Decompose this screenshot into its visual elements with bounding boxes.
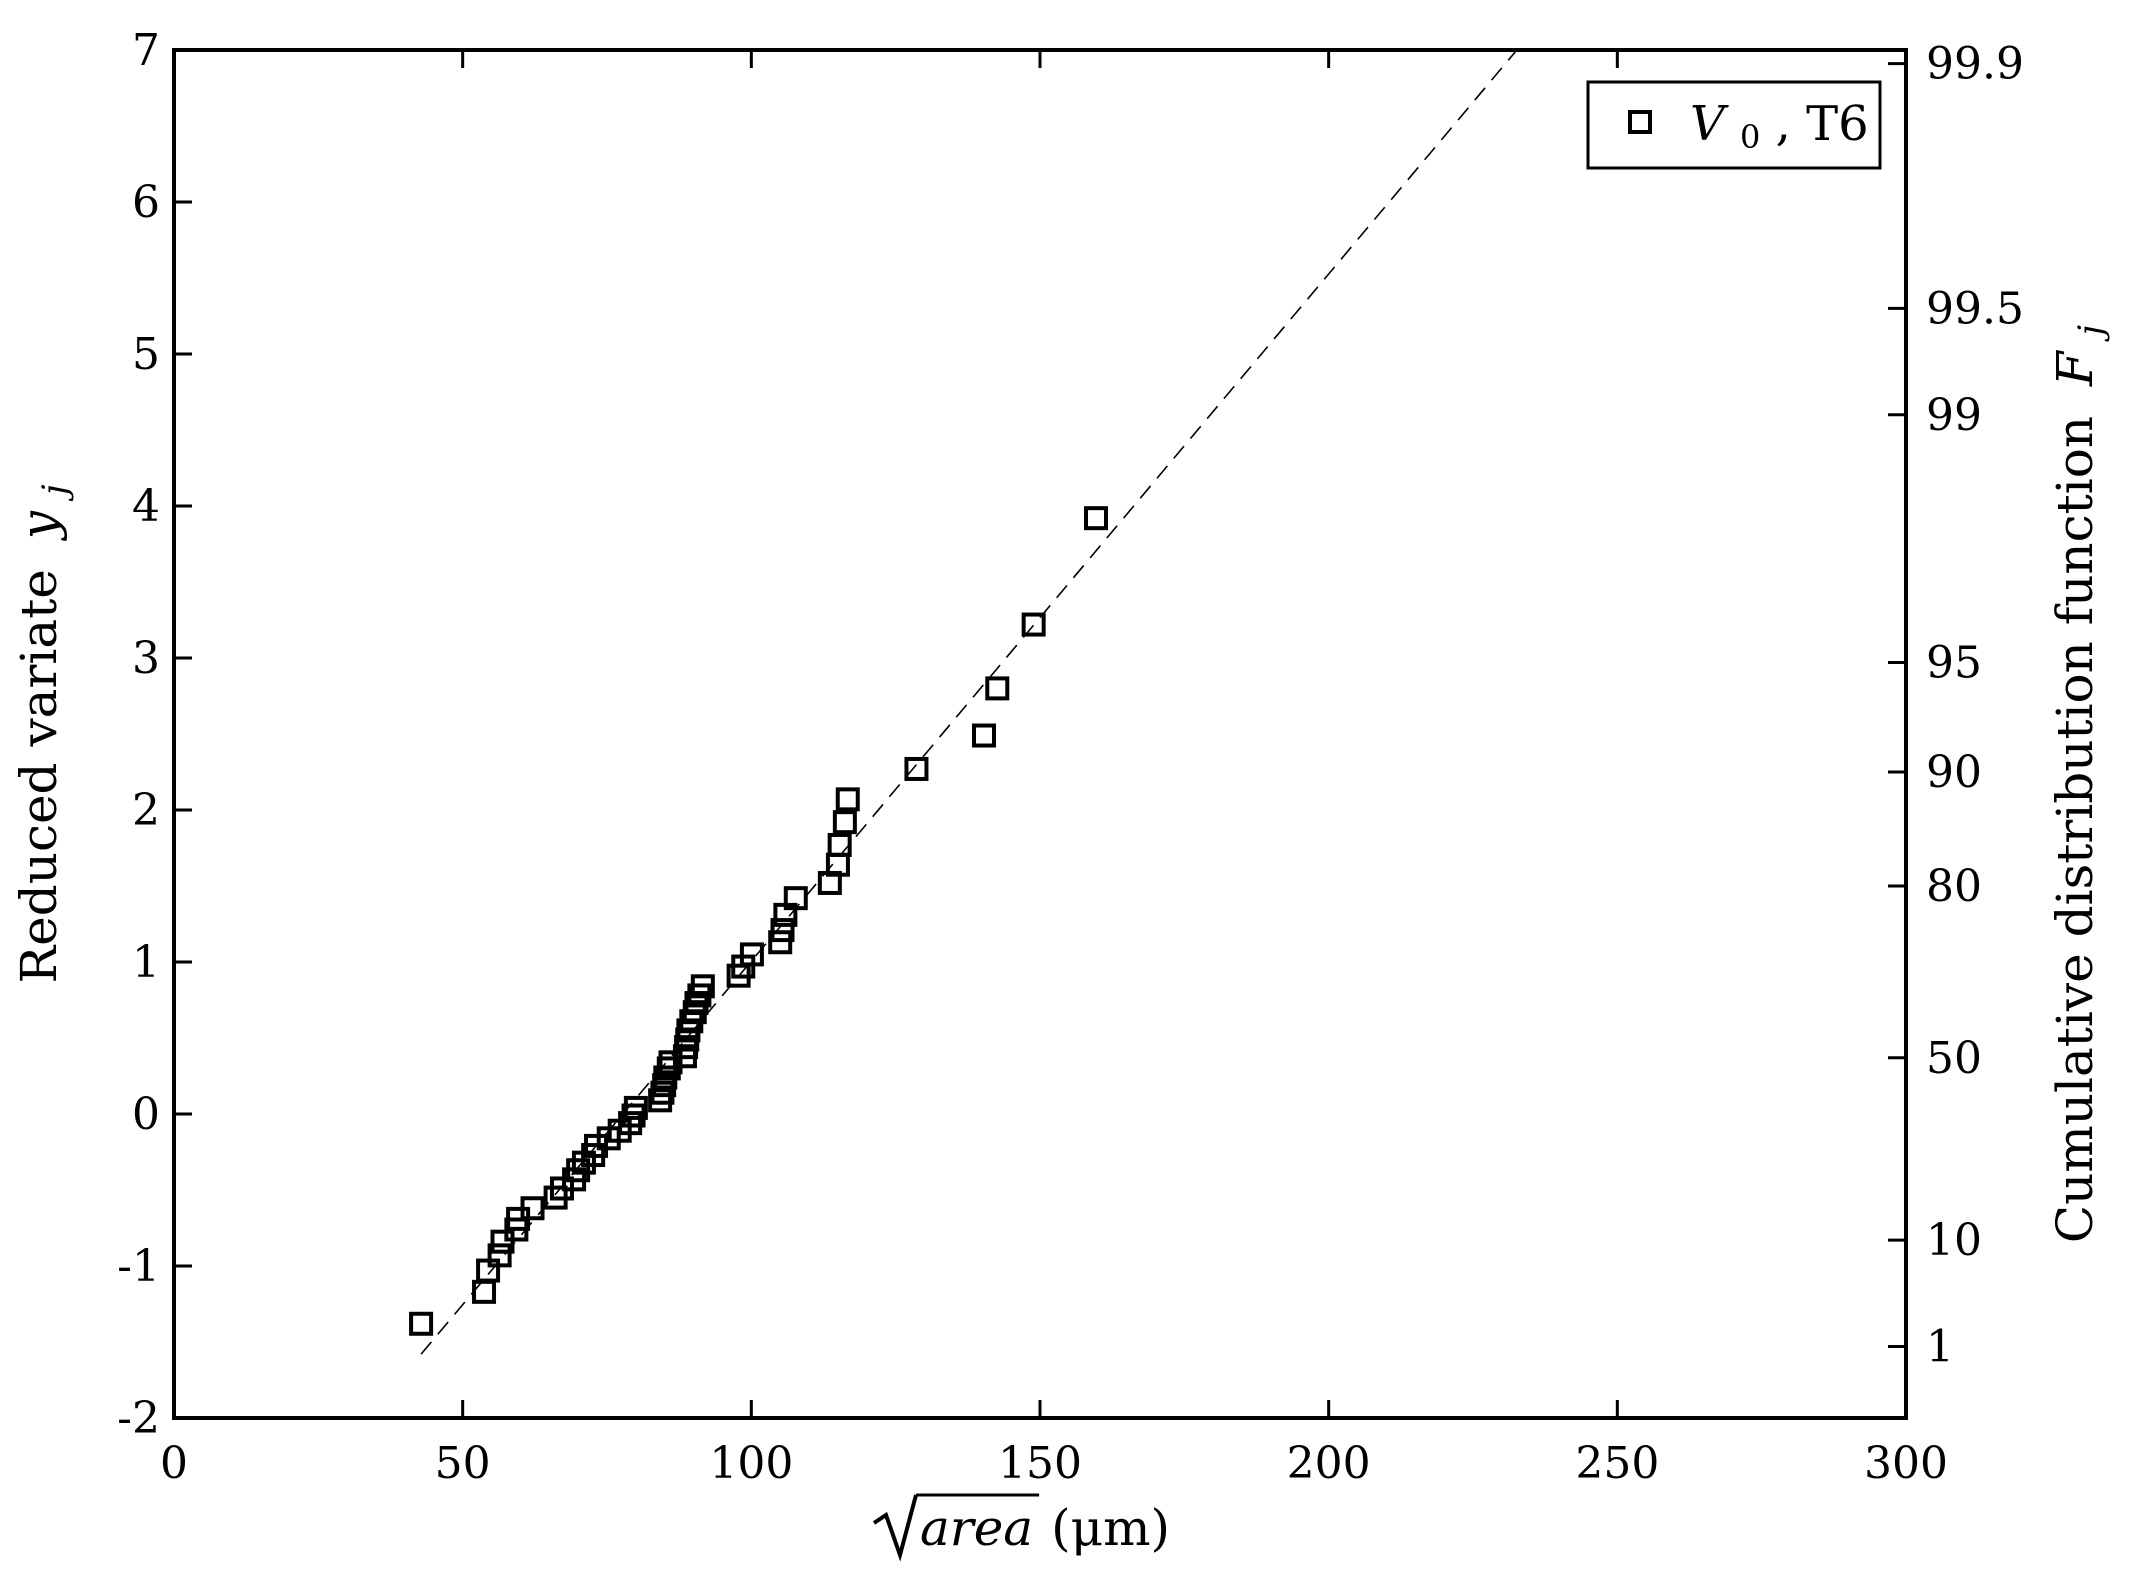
data-point	[520, 1196, 545, 1221]
data-point	[770, 918, 795, 943]
y-tick-label: 5	[132, 329, 160, 380]
data-point	[566, 1158, 591, 1183]
axis-ticks: 0 50 100 150 200 250 300 -2 -1 0 1 2 3 4 5 6 7 1 10 50 80 90 9…	[117, 25, 2024, 1489]
y-tick-label: 7	[132, 25, 160, 76]
x-axis-label-radicand: area	[920, 1499, 1033, 1557]
x-axis-label: area (μm)	[872, 1493, 1170, 1562]
x-axis-label-unit: (μm)	[1051, 1499, 1170, 1557]
x-tick-label: 100	[709, 1438, 793, 1489]
data-point	[835, 787, 860, 812]
x-tick-label: 300	[1864, 1438, 1948, 1489]
y-tick-label: 2	[132, 785, 160, 836]
y2-tick-label: 10	[1926, 1215, 1982, 1266]
data-point	[1084, 506, 1109, 531]
y-axis-label-symbol: y	[10, 510, 68, 541]
y2-tick-label: 1	[1926, 1322, 1954, 1373]
y2-axis-label-symbol: F	[2046, 349, 2104, 387]
fit-line-layer	[420, 49, 1518, 1355]
legend-subscript: 0	[1740, 118, 1760, 156]
data-point	[684, 991, 709, 1016]
legend-label: V 0 , T6	[1690, 96, 1869, 160]
y-tick-label: 3	[132, 633, 160, 684]
x-tick-label: 50	[435, 1438, 491, 1489]
y-tick-label: 6	[132, 177, 160, 228]
data-point	[409, 1311, 434, 1336]
y-tick-label: 4	[132, 481, 160, 532]
legend-box	[1586, 80, 1882, 170]
y-tick-label: 1	[132, 937, 160, 988]
sqrt-radical-icon	[872, 1494, 918, 1562]
data-point	[690, 974, 715, 999]
data-point	[490, 1229, 515, 1254]
data-point	[623, 1095, 648, 1120]
x-tick-label: 0	[160, 1438, 188, 1489]
data-point	[985, 676, 1010, 701]
y2-axis-label-text: Cumulative distribution function	[2046, 416, 2104, 1243]
data-point	[658, 1050, 683, 1075]
legend-suffix: , T6	[1776, 96, 1869, 152]
data-point	[487, 1243, 512, 1268]
y-axis-label-text: Reduced variate	[10, 569, 68, 983]
data-point	[827, 832, 852, 857]
scatter-points	[409, 506, 1109, 1336]
legend-marker-square-icon	[1628, 110, 1652, 134]
data-point	[739, 942, 764, 967]
x-tick-label: 250	[1575, 1438, 1659, 1489]
y2-tick-label: 99.5	[1926, 283, 2024, 334]
data-point	[618, 1111, 643, 1136]
y-tick-label: -1	[117, 1241, 160, 1292]
data-point	[971, 723, 996, 748]
y2-tick-label: 90	[1926, 747, 1982, 798]
y-tick-label: 0	[132, 1089, 160, 1140]
y2-tick-label: 99	[1926, 390, 1982, 441]
y-tick-label: -2	[117, 1393, 160, 1444]
data-point	[1021, 612, 1046, 637]
y2-tick-label: 99.9	[1926, 39, 2024, 90]
data-point	[768, 930, 793, 955]
data-point	[832, 810, 857, 835]
y-axis-label: Reduced variate y j	[10, 484, 75, 983]
fit-line	[420, 49, 1518, 1355]
y2-tick-label: 50	[1926, 1033, 1982, 1084]
y2-tick-label: 95	[1926, 638, 1982, 689]
x-tick-label: 200	[1287, 1438, 1371, 1489]
x-tick-label: 150	[998, 1438, 1082, 1489]
data-point	[904, 756, 929, 781]
y2-axis-label: Cumulative distribution function F j	[2046, 324, 2111, 1243]
data-point	[584, 1133, 609, 1158]
y2-tick-label: 80	[1926, 861, 1982, 912]
data-point	[621, 1103, 646, 1128]
legend: V 0 , T6	[1586, 80, 1882, 170]
legend-symbol: V	[1690, 96, 1729, 152]
data-point	[648, 1088, 673, 1113]
data-point	[783, 886, 808, 911]
